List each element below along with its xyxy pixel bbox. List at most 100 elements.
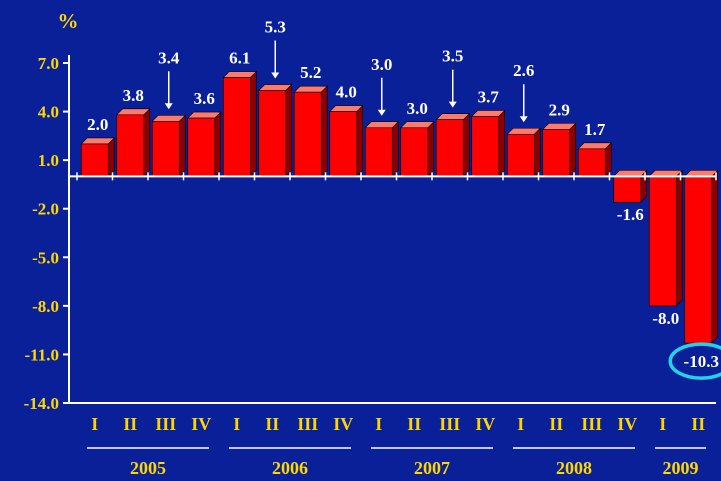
quarter-label: I (91, 414, 98, 434)
quarter-label: III (155, 414, 176, 434)
bar-value-label: 5.3 (265, 18, 286, 37)
bar-value-label: 6.1 (229, 49, 250, 68)
bar-value-label: 3.4 (158, 48, 180, 67)
bar-side (356, 104, 364, 178)
bar-value-label: -10.3 (684, 352, 719, 371)
bar (400, 127, 429, 177)
quarter-label: II (265, 414, 279, 434)
quarter-label: IV (333, 414, 353, 434)
y-tick-label: -2.0 (32, 200, 59, 219)
bar-side (391, 121, 399, 178)
bar (613, 176, 642, 203)
year-label: 2008 (556, 458, 592, 478)
bar (151, 120, 180, 177)
bar-side (498, 109, 506, 178)
bar-top (400, 121, 435, 129)
bar-top (506, 127, 541, 135)
year-label: 2007 (414, 458, 450, 478)
arrow-head (271, 72, 280, 79)
bar-side (711, 169, 719, 344)
bar-side (178, 114, 186, 178)
bar-side (249, 70, 257, 178)
arrow-head (519, 116, 528, 123)
bar-side (569, 122, 577, 178)
bar-top (116, 108, 151, 116)
bar-value-label: 1.7 (584, 120, 606, 139)
bar (80, 143, 109, 177)
bar (293, 91, 322, 177)
y-tick-label: -5.0 (32, 248, 59, 267)
bar-side (107, 137, 115, 178)
quarter-label: II (123, 414, 137, 434)
arrow-head (164, 103, 173, 110)
bar (435, 119, 464, 177)
bar-side (143, 108, 151, 178)
bar-top (577, 142, 612, 150)
bar-top (151, 114, 186, 122)
bar-side (285, 83, 293, 178)
year-label: 2006 (272, 458, 308, 478)
bar (364, 127, 393, 177)
bar-value-label: 3.7 (478, 87, 500, 106)
bar-value-label: 5.2 (300, 63, 321, 82)
year-label: 2005 (130, 458, 166, 478)
bar (258, 90, 287, 177)
arrow-head (448, 101, 457, 108)
bar-top (187, 111, 222, 119)
quarter-label: I (233, 414, 240, 434)
y-tick-label: -11.0 (25, 345, 59, 364)
bar-top (435, 113, 470, 120)
quarter-label: III (297, 414, 318, 434)
quarter-label: I (517, 414, 524, 434)
quarter-label: IV (191, 414, 211, 434)
bar-value-label: -1.6 (617, 205, 644, 224)
bar-top (293, 85, 328, 93)
bar-value-label: 4.0 (336, 83, 357, 102)
bar-top (471, 110, 506, 117)
y-tick-label: -8.0 (32, 297, 59, 316)
quarter-label: IV (617, 414, 637, 434)
unit-label: % (58, 9, 79, 33)
bar (329, 111, 358, 177)
bar-value-label: 2.9 (549, 100, 570, 119)
quarter-label: III (439, 414, 460, 434)
quarter-label: I (659, 414, 666, 434)
bar-side (533, 127, 541, 178)
y-tick-label: 4.0 (38, 103, 59, 122)
bar-value-label: 2.0 (87, 115, 108, 134)
bar (116, 114, 145, 177)
bar-side (427, 121, 435, 178)
bar-side (214, 111, 222, 178)
bar-value-label: 3.0 (371, 55, 392, 74)
bar-top (80, 137, 115, 145)
bar-value-label: 3.6 (194, 89, 215, 108)
highlight-ring (668, 342, 721, 380)
bar-top (222, 71, 257, 78)
quarter-label: III (581, 414, 602, 434)
quarter-label: I (375, 414, 382, 434)
y-tick-label: 7.0 (38, 54, 59, 73)
bar (471, 116, 500, 177)
y-tick-label: 1.0 (38, 151, 59, 170)
bar-side (462, 112, 470, 178)
y-tick-label: -14.0 (24, 394, 59, 413)
bar (506, 133, 535, 177)
quarter-label: IV (475, 414, 495, 434)
bar-value-label: -8.0 (652, 309, 679, 328)
quarter-label: II (549, 414, 563, 434)
bar (684, 176, 713, 344)
bar-side (320, 85, 328, 178)
bar-value-label: 3.8 (123, 86, 144, 105)
bar (648, 176, 677, 307)
bar (222, 77, 251, 177)
bar-value-label: 3.0 (407, 99, 428, 118)
bar-top (364, 121, 399, 129)
bar-top (258, 84, 293, 91)
bar (187, 117, 216, 177)
bar-value-label: 2.6 (513, 61, 534, 80)
year-label: 2009 (663, 458, 699, 478)
arrow-head (377, 109, 386, 116)
bar-value-label: 3.5 (442, 47, 463, 66)
quarter-label: II (691, 414, 705, 434)
